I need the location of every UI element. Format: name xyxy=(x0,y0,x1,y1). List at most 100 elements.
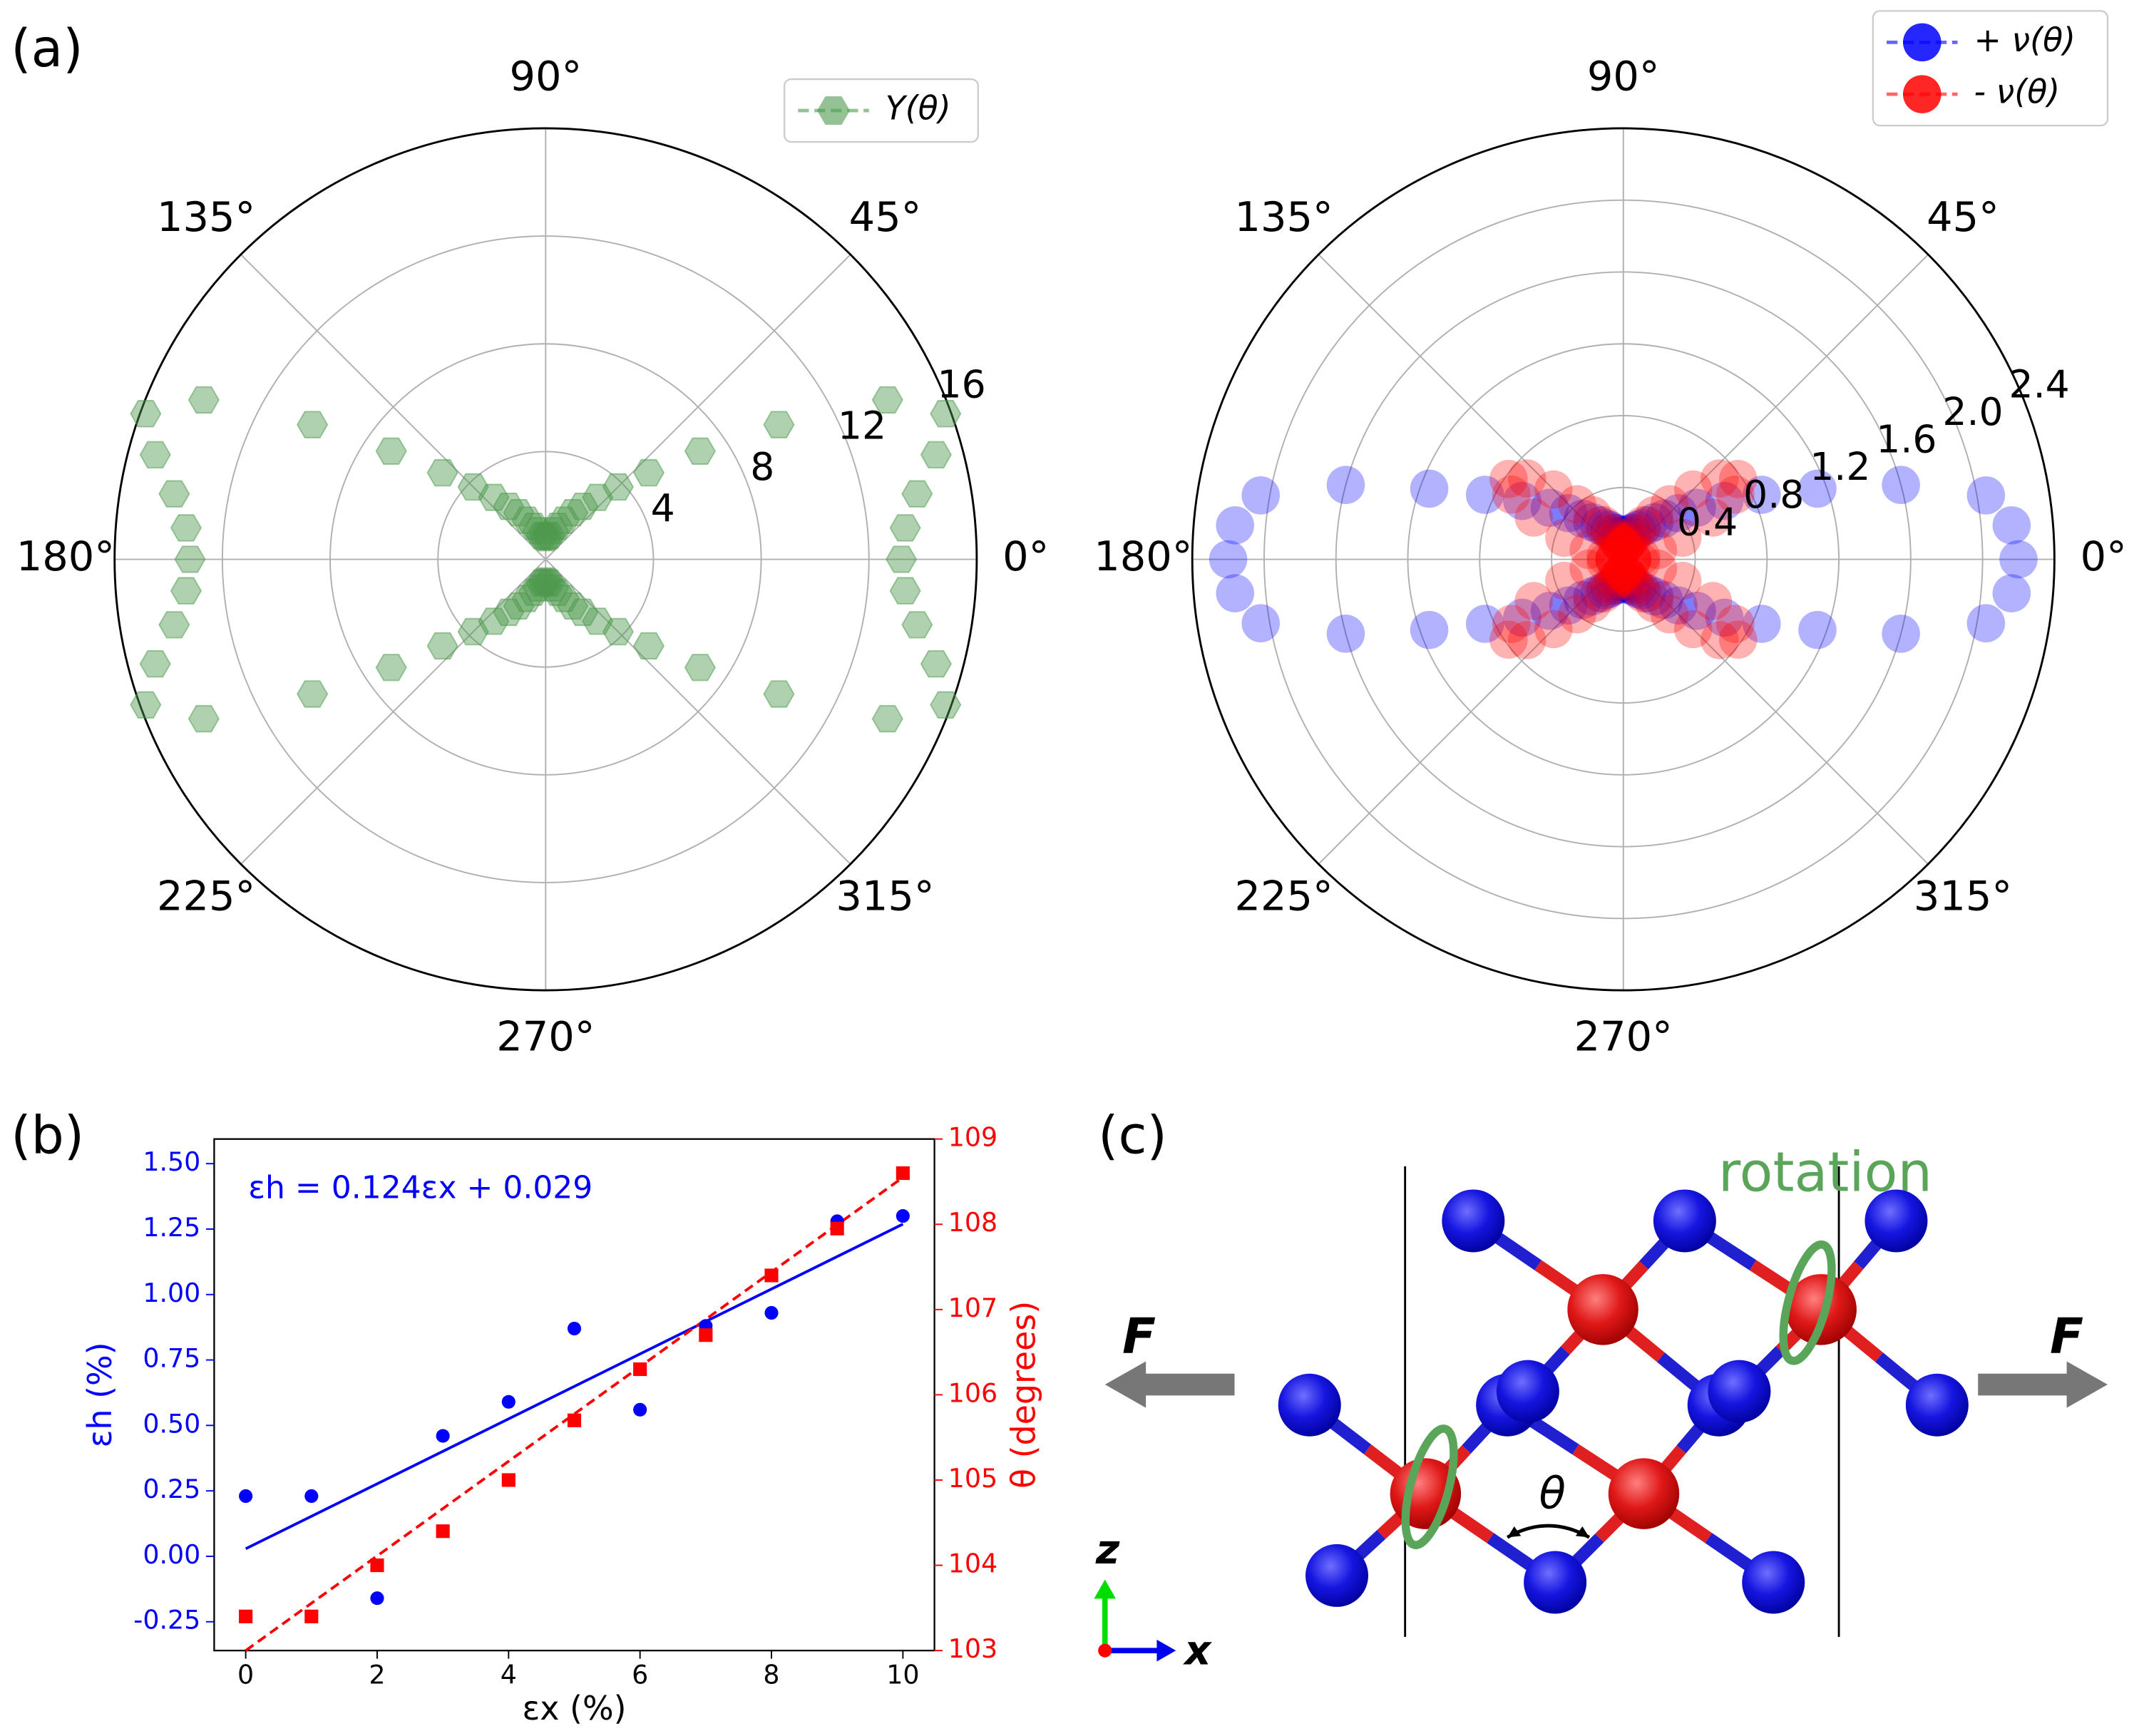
data-point xyxy=(1507,621,1546,659)
legend-label: + ν(θ) xyxy=(1974,21,2076,59)
x-tick-label: 4 xyxy=(501,1659,517,1690)
atom xyxy=(1524,1551,1587,1614)
x-tick-label: 6 xyxy=(632,1659,648,1690)
data-point xyxy=(1616,514,1655,553)
data-point xyxy=(1882,466,1920,504)
grid-spoke xyxy=(1318,254,1624,560)
data-point xyxy=(541,513,574,540)
data-point xyxy=(493,492,525,520)
data-point xyxy=(1584,574,1623,613)
data-point xyxy=(1590,569,1629,608)
axis-origin xyxy=(1098,1643,1112,1658)
data-point xyxy=(1616,566,1655,605)
data-point xyxy=(1507,459,1546,498)
data-point xyxy=(1614,513,1653,552)
data-point xyxy=(1645,499,1683,538)
data-point xyxy=(1573,495,1612,535)
theta-tick-label: 135° xyxy=(1234,193,1333,241)
data-point xyxy=(1743,605,1781,643)
r-tick-label: 1.6 xyxy=(1876,417,1937,462)
data-point xyxy=(1573,577,1611,616)
y-tick-label: 0.50 xyxy=(143,1408,200,1439)
data-point xyxy=(1569,549,1608,588)
atom xyxy=(1305,1544,1369,1607)
data-point xyxy=(1597,566,1636,605)
data-point xyxy=(1611,514,1650,553)
data-point xyxy=(457,473,489,501)
data-point xyxy=(1603,528,1642,566)
x-tick-label: 0 xyxy=(237,1659,254,1690)
data-point xyxy=(1618,510,1656,550)
data-point xyxy=(1609,515,1647,554)
data-point xyxy=(375,654,407,682)
data-point xyxy=(1798,469,1837,508)
data-point xyxy=(1603,553,1642,591)
theta-tick-label: 0° xyxy=(2081,533,2127,580)
data-point xyxy=(1410,469,1449,508)
data-point xyxy=(1534,610,1573,649)
data-point xyxy=(1605,553,1644,591)
rotation-ring xyxy=(1401,1424,1458,1549)
r-tick-label: 2.4 xyxy=(2009,362,2070,407)
data-point xyxy=(1611,560,1650,599)
data-point xyxy=(1586,543,1625,582)
data-point xyxy=(1563,499,1602,538)
data-point xyxy=(1580,506,1619,545)
data-point xyxy=(1613,540,1652,580)
data-point xyxy=(567,1321,582,1336)
data-point xyxy=(1605,528,1644,566)
theta-tick-label: 90° xyxy=(509,53,582,101)
data-point xyxy=(139,649,171,678)
data-point xyxy=(1492,605,1531,644)
data-point xyxy=(763,411,795,438)
data-point xyxy=(1601,554,1641,593)
data-point xyxy=(501,1473,515,1487)
data-point xyxy=(896,1209,910,1223)
data-point xyxy=(567,1413,582,1427)
data-point xyxy=(1628,574,1666,612)
data-point xyxy=(1558,595,1596,634)
y-tick-label: 1.50 xyxy=(143,1146,200,1177)
data-point xyxy=(1693,498,1733,537)
data-point xyxy=(1613,540,1652,579)
data-point xyxy=(1595,540,1633,579)
plot-frame xyxy=(213,1138,935,1652)
data-point xyxy=(1586,509,1625,548)
atom xyxy=(1653,1189,1716,1253)
data-point xyxy=(170,514,202,542)
data-point xyxy=(1628,506,1666,545)
data-point xyxy=(684,654,717,682)
data-point xyxy=(158,611,190,639)
data-point xyxy=(1503,481,1542,520)
data-point xyxy=(370,1558,384,1573)
y-tick-label: 1.00 xyxy=(143,1278,200,1308)
atom xyxy=(1567,1274,1638,1345)
data-point xyxy=(1597,514,1636,553)
data-point xyxy=(1606,525,1646,565)
data-point xyxy=(1638,549,1678,588)
legend-label: - ν(θ) xyxy=(1974,73,2060,111)
data-point xyxy=(1882,615,1920,653)
theta-tick-label: 45° xyxy=(849,193,922,241)
data-point xyxy=(633,1362,647,1377)
data-point xyxy=(1530,591,1569,630)
rotation-ring xyxy=(1779,1240,1836,1365)
data-point xyxy=(1241,476,1280,515)
data-point xyxy=(426,632,458,660)
data-point xyxy=(1241,604,1280,642)
theta-tick-label: 180° xyxy=(1094,533,1192,580)
data-point xyxy=(1798,610,1837,649)
y-tick-label: 1.25 xyxy=(143,1212,200,1243)
y2-tick-label: 109 xyxy=(948,1122,997,1153)
data-point xyxy=(534,569,566,597)
r-tick-label: 4 xyxy=(651,486,675,530)
atom xyxy=(1742,1551,1805,1614)
y2-axis-label: θ (degrees) xyxy=(1004,1301,1042,1489)
data-point xyxy=(602,617,635,646)
angle-label: θ xyxy=(1539,1469,1566,1519)
data-point xyxy=(1992,574,2031,612)
data-point xyxy=(871,386,903,414)
y-tick-label: 0.00 xyxy=(143,1539,200,1570)
data-point xyxy=(1601,525,1641,565)
data-point xyxy=(375,437,407,465)
